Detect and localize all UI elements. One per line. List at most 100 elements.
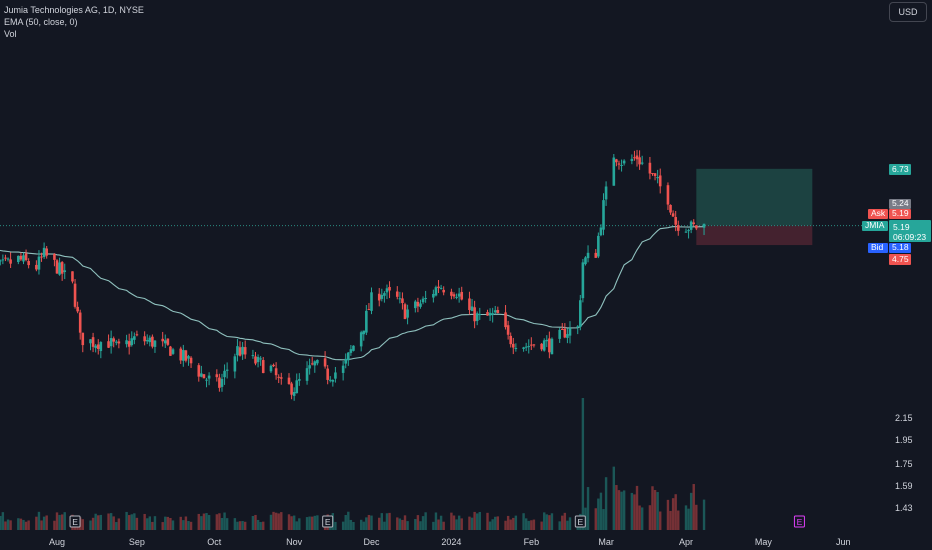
volume-bar — [308, 516, 311, 530]
candle — [486, 309, 489, 316]
volume-bar — [298, 518, 301, 530]
volume-bar — [27, 520, 30, 530]
volume-bar — [473, 511, 476, 530]
candle-body — [473, 307, 476, 322]
candle-body — [604, 186, 608, 200]
candle-body — [542, 340, 546, 351]
price-axis-tick: 7.00 — [895, 0, 913, 2]
candle — [568, 321, 572, 344]
volume-bar — [594, 508, 597, 530]
candle-body — [205, 379, 208, 381]
volume-bar — [127, 515, 131, 530]
candle — [385, 284, 389, 300]
candle-body — [666, 185, 670, 205]
earnings-marker[interactable]: E — [322, 515, 334, 528]
candle — [220, 373, 224, 392]
earnings-marker[interactable]: E — [69, 515, 81, 528]
candle-body — [153, 340, 157, 347]
price-axis-tick: 4.20 — [895, 0, 913, 2]
candle-body — [617, 163, 621, 165]
earnings-marker[interactable]: E — [793, 515, 805, 528]
candle — [277, 374, 280, 384]
candle — [63, 263, 67, 280]
candle — [617, 160, 621, 170]
candle-body — [576, 326, 580, 328]
candle-body — [349, 349, 353, 353]
candle — [143, 331, 146, 346]
candle — [171, 347, 175, 355]
volume-bar — [633, 494, 636, 530]
candle-body — [579, 300, 582, 327]
price-axis-tick: 3.40 — [895, 0, 913, 2]
volume-bar — [478, 511, 481, 530]
volume-bar — [496, 516, 500, 530]
volume-bar — [9, 520, 12, 530]
volume-bar — [215, 514, 219, 530]
ema-indicator-label[interactable]: EMA (50, close, 0) — [4, 17, 78, 27]
currency-button[interactable]: USD — [889, 2, 927, 22]
target-price-tag-text: 6.73 — [892, 164, 909, 174]
candle-body — [524, 346, 528, 348]
candle-body — [401, 298, 404, 304]
candle-body — [421, 298, 425, 303]
volume-bar — [4, 521, 7, 530]
last-price-tag-bg — [889, 220, 931, 242]
volume-bar — [197, 513, 200, 530]
earnings-marker-label: E — [797, 517, 803, 527]
volume-bar — [378, 517, 381, 530]
candle-body — [493, 310, 497, 313]
candle-body — [37, 256, 41, 270]
candle-body — [114, 341, 118, 343]
candle — [653, 172, 657, 181]
volume-bar — [218, 513, 221, 530]
candle-body — [630, 158, 634, 162]
candle — [532, 344, 536, 348]
ask-label-tag-bg — [868, 209, 888, 219]
candle — [434, 285, 438, 297]
candle — [73, 278, 77, 309]
volume-indicator-label[interactable]: Vol — [4, 29, 17, 39]
candle-body — [370, 292, 373, 311]
volume-bar — [42, 516, 46, 530]
candle-body — [313, 361, 317, 366]
candle-body — [640, 162, 644, 164]
volume-bar — [117, 518, 121, 530]
candle-body — [687, 230, 690, 232]
volume-bar — [494, 516, 497, 530]
candle-body — [586, 252, 590, 259]
candle — [78, 309, 82, 340]
ask-label-tag-text: Ask — [871, 208, 886, 218]
candle-body — [125, 340, 128, 345]
candle — [666, 182, 670, 210]
earnings-marker-box — [793, 515, 805, 528]
volume-bar — [81, 519, 84, 530]
candle-body — [638, 157, 641, 165]
earnings-marker[interactable]: E — [574, 515, 586, 528]
volume-bar — [187, 521, 190, 530]
candle — [145, 334, 149, 345]
candle-body — [651, 173, 654, 175]
time-axis-tick: Apr — [679, 537, 693, 547]
volume-bar — [651, 486, 654, 530]
candle — [545, 335, 549, 348]
price-axis-tick: 6.00 — [895, 0, 913, 2]
candle-body — [689, 221, 693, 230]
candle — [99, 341, 103, 359]
candle-body — [71, 271, 74, 282]
price-axis-tick: 9.00 — [895, 0, 913, 2]
candle — [274, 362, 278, 380]
candle — [223, 364, 226, 385]
volume-bar — [568, 517, 572, 530]
volume-bar — [630, 492, 634, 530]
candle-body — [648, 162, 652, 174]
volume-bar — [439, 515, 443, 530]
volume-bar — [597, 498, 600, 530]
candle — [290, 381, 293, 400]
candle-body — [599, 227, 603, 236]
candle-body — [692, 222, 696, 224]
candle — [395, 286, 399, 300]
candle-body — [218, 377, 221, 388]
candle-body — [540, 343, 543, 350]
ask-price-tag-text: 5.19 — [892, 208, 909, 218]
